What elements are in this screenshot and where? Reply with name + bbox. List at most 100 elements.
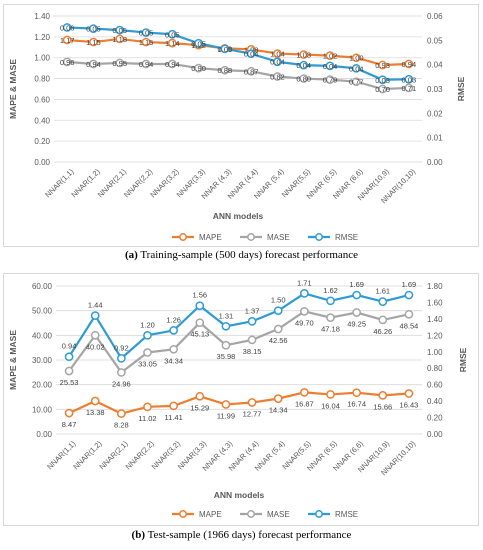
legend-marker-mape [179,510,187,518]
data-label-rmse: 1.61 [375,287,390,296]
data-label-mase: 0.80 [296,75,311,84]
data-label-rmse: 0.05 [218,45,233,54]
data-point-mase [194,63,203,73]
data-point-rmse [352,290,361,300]
data-point-rmse [195,301,205,311]
chart-panel-test: 0.00 10.00 20.00 30.00 40.00 50.00 60.00 0.00 0.… [3,273,479,526]
data-label-rmse: 0.04 [296,61,311,70]
data-label-rmse: 1.26 [166,315,181,324]
y-tick-label: 0.80 [34,75,50,84]
chart-panel-training: 0.00 0.20 0.40 0.60 0.80 1.00 1.20 1.40 0.00 0.01… [3,4,479,247]
data-point-mase [115,58,125,68]
data-label-mape: 0.93 [375,61,390,70]
data-point-mape [90,396,100,406]
data-label-mase: 34.34 [164,356,183,365]
y2-tick-label: 0.00 [427,430,443,439]
caption-label: (a) [124,249,138,261]
data-point-mape [62,35,72,45]
caption-label: (b) [131,529,145,541]
y2-tick-label: 0.03 [427,85,443,94]
y-tick-label: 0.60 [34,95,50,104]
data-point-mape [352,388,361,398]
y2-tick-label: 0.06 [427,12,443,21]
caption-text: Test-sample (1966 days) forecast perform… [147,529,352,541]
data-label-mape: 11.41 [165,413,183,422]
data-point-mase [299,74,309,83]
data-point-rmse [351,63,361,73]
legend-label-mase: MASE [267,233,290,242]
data-label-mase: 49.70 [295,318,314,327]
data-point-mase [404,309,414,319]
data-point-rmse [325,61,335,71]
data-point-mase [143,348,152,357]
y2-tick-label: 0.20 [427,414,443,423]
data-point-mase [325,75,335,84]
y-axis-title: MAPE & MASE [8,59,18,119]
caption-training: (a) Training-sample (500 days) forecast … [0,249,483,261]
y2-tick-label: 0.40 [427,397,443,406]
data-point-mase [273,324,283,334]
data-label-rmse: 1.71 [297,278,312,287]
data-label-rmse: 0.92 [114,343,129,352]
x-axis-title: ANN models [214,490,265,500]
data-label-rmse: 1.62 [323,286,338,295]
y2-tick-label: 1.40 [427,315,443,324]
data-point-mase [404,83,414,93]
data-point-rmse [117,354,126,363]
y2-axis-title: RMSE [458,347,468,372]
data-label-rmse: 0.04 [349,64,364,73]
data-point-mase [220,65,230,75]
data-point-rmse [273,57,282,67]
data-point-mase [141,59,151,69]
data-label-mase: 0.70 [375,85,390,94]
x-axis-title: ANN models [213,211,264,221]
data-label-mase: 0.88 [218,66,233,75]
legend-label-mape: MAPE [199,233,222,242]
data-label-mape: 1.04 [270,50,285,59]
training-chart: 0.00 0.20 0.40 0.60 0.80 1.00 1.20 1.40 0.00 0.01… [8,12,466,242]
series-line-mase [68,310,410,375]
data-label-mase: 25.53 [60,378,79,387]
y2-tick-label: 0.02 [427,109,443,118]
data-point-mape [64,408,74,418]
data-point-mape [378,391,388,400]
data-label-mape: 8.28 [114,421,129,430]
data-label-mape: 11.02 [138,414,156,423]
data-label-rmse: 0.04 [270,58,285,67]
data-point-rmse [90,311,100,320]
y-tick-label: 1.00 [34,54,50,63]
data-label-mase: 49.25 [347,320,366,329]
data-label-mape: 15.29 [190,403,209,412]
data-point-rmse [378,75,387,85]
data-point-rmse [167,29,177,39]
data-point-mape [273,49,282,58]
data-label-mase: 40.02 [86,342,105,351]
legend-label-rmse: RMSE [335,510,358,519]
y2-tick-label: 0.60 [427,381,443,390]
data-point-mase [378,315,388,325]
y-tick-label: 50.00 [32,307,53,316]
data-label-mape: 16.74 [347,400,366,409]
y-tick-label: 20.00 [32,381,53,390]
series-line-mase [67,60,409,91]
y2-tick-label: 1.60 [427,298,443,307]
data-label-rmse: 0.03 [402,75,417,84]
data-label-rmse: 1.44 [88,301,103,310]
data-label-mape: 8.47 [62,420,77,429]
data-point-mape [299,50,309,59]
data-label-mape: 1.17 [60,36,75,45]
data-point-mape [378,60,387,70]
data-point-rmse [404,74,414,84]
y2-tick-label: 1.80 [427,282,443,291]
y2-tick-label: 1.00 [427,348,443,357]
data-label-mase: 0.71 [402,84,417,93]
data-point-mase [352,308,361,317]
data-label-mape: 16.04 [321,401,340,410]
legend-marker-rmse [315,233,323,241]
data-point-mape [247,398,257,407]
data-label-mase: 38.15 [243,347,262,356]
data-point-mape [141,37,151,47]
data-label-mape: 13.38 [86,408,105,417]
data-label-mape: 1.02 [323,52,338,61]
y-axis-title: MAPE & MASE [8,330,18,390]
